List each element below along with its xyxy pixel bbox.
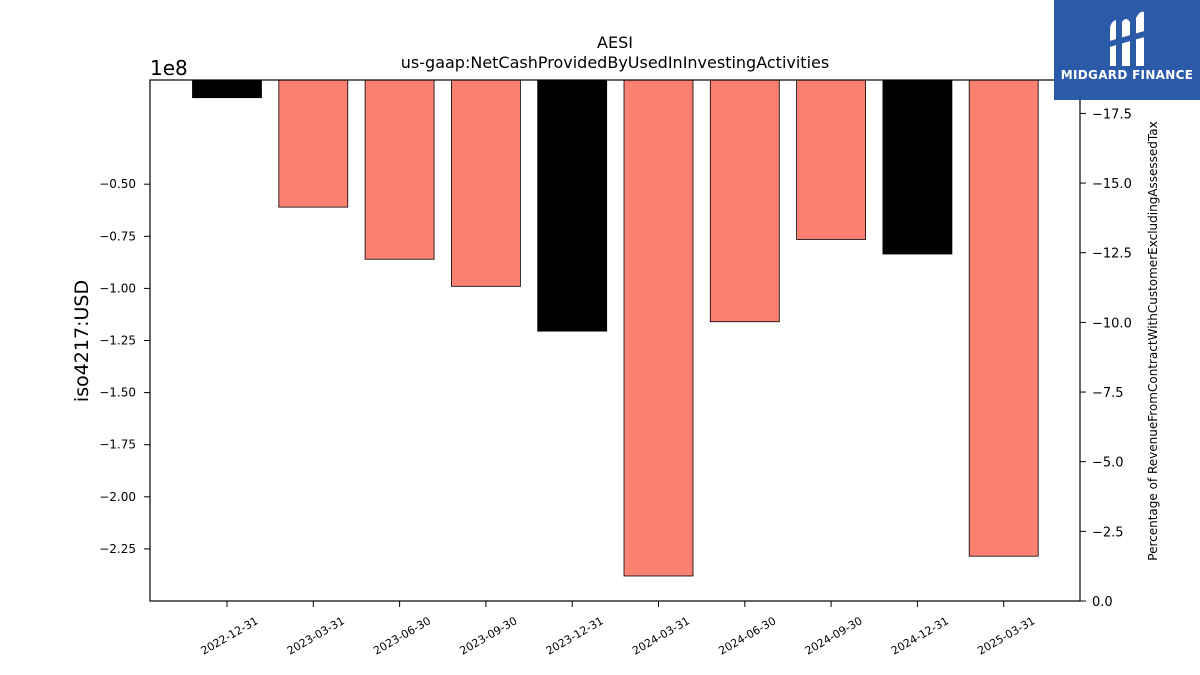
midgard-logo-icon xyxy=(1106,11,1148,67)
x-tick-label: 2023-09-30 xyxy=(458,614,520,657)
x-tick-label: 2023-12-31 xyxy=(544,614,606,657)
y2-tick-label: −2.5 xyxy=(1092,525,1124,540)
y-tick-label: −1.25 xyxy=(99,334,136,348)
x-tick-label: 2024-06-30 xyxy=(716,614,778,657)
y2-tick-label: −17.5 xyxy=(1092,107,1132,122)
bar xyxy=(278,79,349,208)
x-tick-label: 2023-06-30 xyxy=(371,614,433,657)
x-axis-ticks: 2022-12-31 2023-03-31 2023-06-30 2023-09-30… xyxy=(199,601,1037,658)
bar xyxy=(623,79,694,577)
bar xyxy=(882,79,953,255)
y2-axis-ticks: −17.5 −15.0 −12.5 −10.0 −7.5 −5.0 −2.5 0.0 xyxy=(1080,107,1132,610)
bar xyxy=(364,79,435,260)
y-tick-label: −1.75 xyxy=(99,438,136,452)
y2-tick-label: 0.0 xyxy=(1092,595,1113,610)
chart-subtitle: us-gaap:NetCashProvidedByUsedInInvesting… xyxy=(401,53,829,72)
y2-tick-label: −5.0 xyxy=(1092,456,1124,471)
bar xyxy=(796,79,866,240)
x-tick-label: 2024-09-30 xyxy=(803,614,865,657)
y2-tick-label: −15.0 xyxy=(1092,177,1132,192)
y-tick-label: −0.50 xyxy=(99,177,136,191)
x-tick-label: 2025-03-31 xyxy=(975,614,1037,657)
bar xyxy=(192,79,262,99)
bar xyxy=(968,79,1039,557)
y-tick-label: −2.00 xyxy=(99,490,136,504)
y-tick-label: −2.25 xyxy=(99,542,136,556)
x-tick-label: 2024-03-31 xyxy=(630,614,692,657)
logo-text: MIDGARD FINANCE xyxy=(1060,68,1194,82)
brand-logo: MIDGARD FINANCE xyxy=(1054,0,1200,100)
x-tick-label: 2022-12-31 xyxy=(199,614,261,657)
y2-tick-label: −10.0 xyxy=(1092,316,1132,331)
bar xyxy=(450,79,521,287)
y-tick-label: −0.75 xyxy=(99,229,136,243)
x-tick-label: 2024-12-31 xyxy=(889,614,951,657)
bar xyxy=(537,79,608,332)
y-offset-label: 1e8 xyxy=(150,56,188,80)
y-axis-ticks: −0.50 −0.75 −1.00 −1.25 −1.50 −1.75 −2.00 −2.25 xyxy=(99,177,150,556)
x-tick-label: 2023-03-31 xyxy=(285,614,347,657)
bars-layer xyxy=(192,79,1039,577)
y2-tick-label: −7.5 xyxy=(1092,386,1124,401)
y-axis-label: iso4217:USD xyxy=(71,280,93,402)
y-tick-label: −1.00 xyxy=(99,281,136,295)
chart-title: AESI xyxy=(597,33,633,52)
y2-axis-label: Percentage of RevenueFromContractWithCus… xyxy=(1146,121,1160,560)
y-tick-label: −1.50 xyxy=(99,386,136,400)
bar xyxy=(709,79,780,323)
y2-tick-label: −12.5 xyxy=(1092,247,1132,262)
plot-frame xyxy=(149,79,1081,602)
